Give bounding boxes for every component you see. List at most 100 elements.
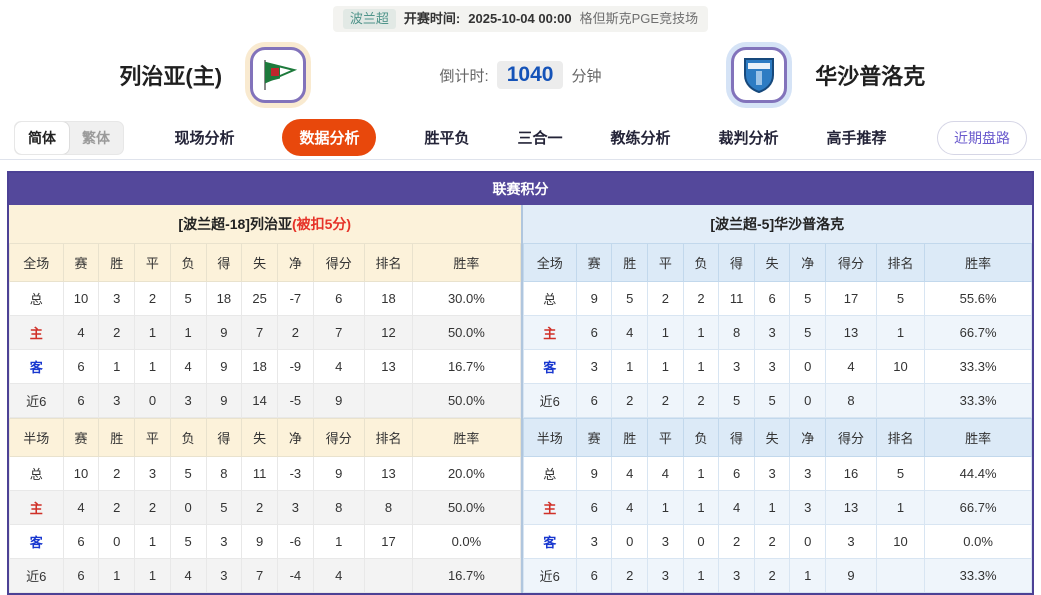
stat-cell: 12 <box>364 316 412 350</box>
stat-cell: 3 <box>99 384 135 418</box>
stat-cell: 0.0% <box>925 525 1032 559</box>
column-header: 得分 <box>826 244 877 282</box>
countdown-unit: 分钟 <box>571 65 601 86</box>
stat-cell: 8 <box>206 457 242 491</box>
top-info-bar: 波兰超 开赛时间: 2025-10-04 00:00 格但斯克PGE竞技场 <box>0 0 1041 32</box>
stat-cell: 3 <box>278 491 314 525</box>
stat-cell: 9 <box>206 384 242 418</box>
stat-cell: 6 <box>63 384 99 418</box>
stat-cell: 5 <box>790 282 826 316</box>
column-header: 净 <box>278 419 314 457</box>
column-header: 排名 <box>364 244 412 282</box>
stat-cell: 9 <box>576 282 612 316</box>
row-label: 近6 <box>523 384 576 418</box>
stat-cell: 3 <box>754 457 790 491</box>
away-panel-header: [波兰超-5]华沙普洛克 <box>523 205 1033 243</box>
column-header: 净 <box>790 419 826 457</box>
tab-referee-analysis[interactable]: 裁判分析 <box>719 127 779 148</box>
stat-cell: 33.3% <box>925 559 1032 593</box>
stat-cell: 4 <box>826 350 877 384</box>
column-header: 失 <box>242 244 278 282</box>
row-label: 主 <box>10 491 64 525</box>
match-header: 列治亚(主) 倒计时: 1040 分钟 华沙普洛克 <box>0 34 1041 116</box>
stats-header-row: 全场赛胜平负得失净得分排名胜率 <box>10 244 521 282</box>
stat-cell: -7 <box>278 282 314 316</box>
home-panel-header: [波兰超-18]列治亚(被扣5分) <box>9 205 521 243</box>
stat-cell: 6 <box>576 559 612 593</box>
countdown-value: 1040 <box>497 61 564 89</box>
stat-cell: 14 <box>242 384 278 418</box>
tab-coach-analysis[interactable]: 教练分析 <box>611 127 671 148</box>
stat-cell: 5 <box>790 316 826 350</box>
row-label: 总 <box>10 457 64 491</box>
stat-cell: 1 <box>683 350 719 384</box>
stat-cell: 3 <box>754 316 790 350</box>
column-header: 平 <box>648 244 684 282</box>
column-header: 胜率 <box>925 419 1032 457</box>
stat-cell: 0 <box>99 525 135 559</box>
stat-cell: 6 <box>576 384 612 418</box>
standings-title: 联赛积分 <box>9 173 1032 205</box>
stat-cell: 8 <box>719 316 755 350</box>
row-label: 总 <box>10 282 64 316</box>
stat-cell: 0 <box>790 384 826 418</box>
tab-data-analysis[interactable]: 数据分析 <box>282 119 376 156</box>
stat-cell: 1 <box>135 525 171 559</box>
stat-cell: 7 <box>242 559 278 593</box>
kickoff-time: 2025-10-04 00:00 <box>468 10 571 28</box>
lang-simplified[interactable]: 简体 <box>15 122 69 154</box>
stat-cell: 1 <box>683 491 719 525</box>
stat-cell: 2 <box>683 282 719 316</box>
stat-cell: 2 <box>135 491 171 525</box>
stat-cell: 1 <box>648 350 684 384</box>
stat-cell: 1 <box>683 457 719 491</box>
stat-cell: 1 <box>876 491 924 525</box>
recent-odds-button[interactable]: 近期盘路 <box>937 121 1027 155</box>
stat-cell: 9 <box>206 316 242 350</box>
stat-cell: 5 <box>206 491 242 525</box>
tab-expert-picks[interactable]: 高手推荐 <box>827 127 887 148</box>
stat-cell: 4 <box>170 559 206 593</box>
column-header: 得 <box>719 419 755 457</box>
stat-cell: 9 <box>242 525 278 559</box>
stat-cell: 6 <box>63 525 99 559</box>
stat-cell: 3 <box>135 457 171 491</box>
column-header: 得 <box>719 244 755 282</box>
stat-cell: 3 <box>576 525 612 559</box>
stat-cell: 5 <box>754 384 790 418</box>
tab-three-in-one[interactable]: 三合一 <box>517 127 562 148</box>
stat-cell: 17 <box>364 525 412 559</box>
stat-cell: 2 <box>754 525 790 559</box>
stat-cell: 2 <box>242 491 278 525</box>
lang-traditional[interactable]: 繁体 <box>69 122 123 154</box>
stat-cell: -5 <box>278 384 314 418</box>
stat-cell: 1 <box>99 350 135 384</box>
stat-cell: 20.0% <box>413 457 520 491</box>
column-header: 得分 <box>313 419 364 457</box>
stat-cell: 55.6% <box>925 282 1032 316</box>
stat-cell: 4 <box>313 559 364 593</box>
stat-cell: 0 <box>683 525 719 559</box>
stat-cell: 8 <box>313 491 364 525</box>
tab-live-analysis[interactable]: 现场分析 <box>174 127 234 148</box>
tab-win-draw-loss[interactable]: 胜平负 <box>424 127 469 148</box>
stat-cell: 4 <box>612 491 648 525</box>
stat-cell: 13 <box>364 350 412 384</box>
row-label: 近6 <box>10 559 64 593</box>
stat-cell: 18 <box>242 350 278 384</box>
column-header: 赛 <box>576 244 612 282</box>
language-toggle: 简体 繁体 <box>14 121 124 155</box>
row-label: 总 <box>523 457 576 491</box>
stat-cell: 2 <box>99 316 135 350</box>
stat-cell: 5 <box>876 457 924 491</box>
stat-cell: 1 <box>754 491 790 525</box>
stat-cell: 2 <box>719 525 755 559</box>
match-info-pill: 波兰超 开赛时间: 2025-10-04 00:00 格但斯克PGE竞技场 <box>333 6 708 32</box>
